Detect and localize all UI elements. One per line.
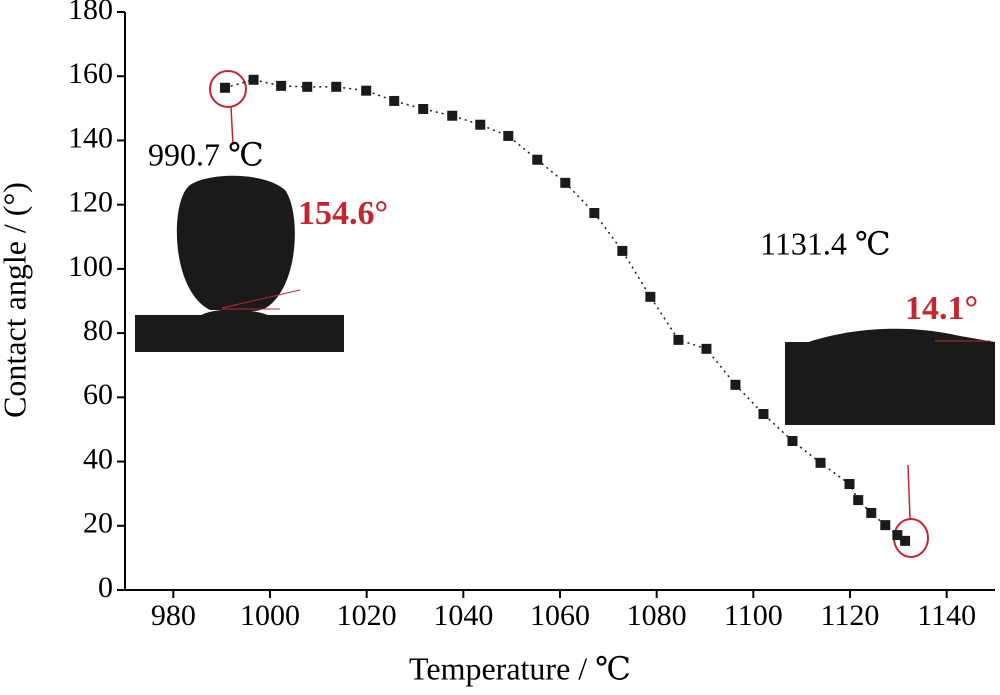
droplet-left [135,175,344,352]
leader-line [907,464,911,520]
data-point [673,334,684,345]
data-point [730,379,741,390]
data-point [815,457,826,468]
y-tick-label: 40 [83,442,113,475]
highlight-circle [209,70,247,108]
data-point [880,520,891,531]
data-point [532,154,543,165]
x-tick-label: 1140 [917,599,976,632]
data-point [758,409,769,420]
data-point [900,535,911,546]
x-tick-label: 1040 [433,599,493,632]
data-point [645,291,656,302]
data-point [787,436,798,447]
annotation: 14.1° [905,290,978,327]
data-point [560,177,571,188]
x-axis-title: Temperature / ℃ [409,650,631,686]
y-axis-title: Contact angle / (°) [0,182,32,418]
y-tick-label: 0 [98,571,113,604]
data-point [701,343,712,354]
data-point [361,85,372,96]
x-tick-label: 1020 [337,599,397,632]
data-point [220,82,231,93]
annotation: 1131.4 ℃ [760,225,891,261]
x-tick-label: 1060 [530,599,590,632]
data-point [853,495,864,506]
data-point [866,507,877,518]
y-tick-label: 80 [83,314,113,347]
y-tick-label: 160 [68,57,113,90]
data-point [589,208,600,219]
y-tick-label: 120 [68,186,113,219]
droplet-right [785,328,995,425]
y-tick-label: 60 [83,378,113,411]
data-point [617,245,628,256]
y-tick-label: 20 [83,507,113,540]
annotation: 990.7 ℃ [148,136,264,172]
data-point [302,81,313,92]
data-point [418,103,429,114]
annotation: 154.6° [298,195,388,232]
x-tick-label: 1100 [724,599,783,632]
data-point [475,119,486,130]
data-point [276,80,287,91]
x-tick-label: 980 [151,599,196,632]
data-point [331,81,342,92]
data-point [892,530,903,541]
x-tick-label: 1120 [821,599,880,632]
y-tick-label: 100 [68,250,113,283]
x-tick-label: 1080 [627,599,687,632]
data-point [503,130,514,141]
data-point [248,74,259,85]
leader-line [230,106,234,146]
data-point [389,95,400,106]
data-point [447,110,458,121]
y-tick-label: 140 [68,121,113,154]
y-tick-label: 180 [68,0,113,26]
x-tick-label: 1000 [240,599,300,632]
series-line [224,78,906,542]
data-point [844,479,855,490]
